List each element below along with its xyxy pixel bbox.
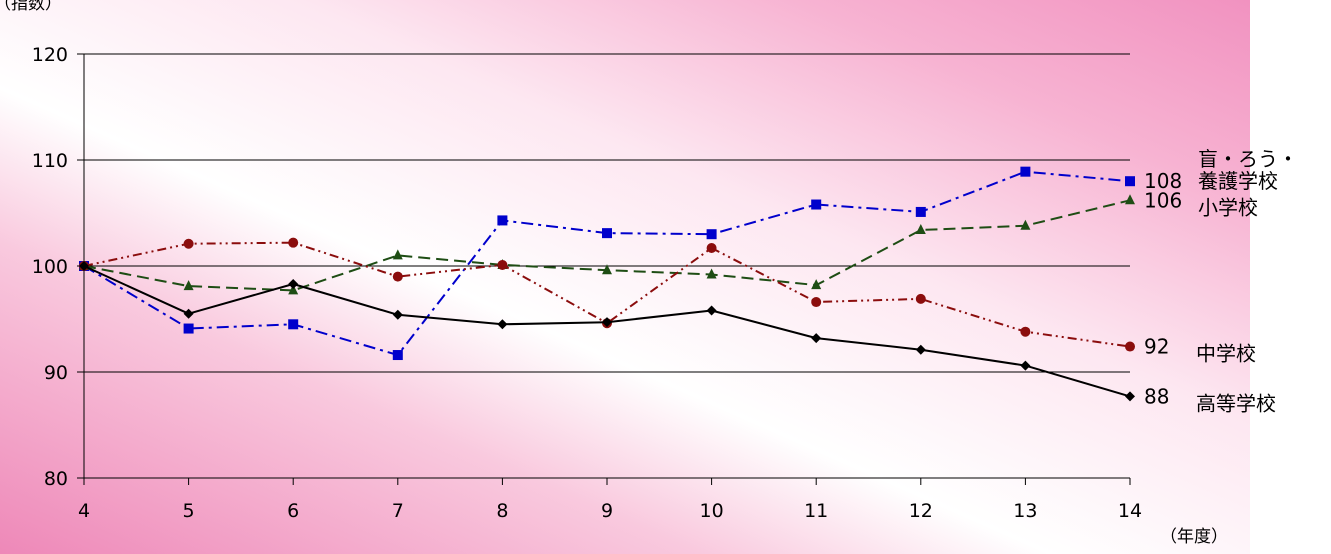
series-1 bbox=[79, 194, 1135, 295]
series-name-label: 高等学校 bbox=[1196, 391, 1276, 415]
series-line bbox=[83, 241, 1131, 348]
x-tick-label: 8 bbox=[496, 500, 508, 522]
end-value-label: 106 bbox=[1144, 188, 1182, 212]
data-point-diamond bbox=[79, 261, 89, 271]
data-point-diamond bbox=[706, 305, 717, 316]
x-tick-label: 7 bbox=[392, 500, 404, 522]
data-point-circle bbox=[915, 293, 926, 304]
data-point-square bbox=[497, 215, 508, 226]
data-point-triangle bbox=[392, 249, 403, 260]
series-name-label: 養護学校 bbox=[1198, 169, 1278, 193]
x-tick-label: 12 bbox=[909, 500, 933, 522]
y-tick-label: 90 bbox=[44, 362, 68, 384]
x-tick-label: 13 bbox=[1013, 500, 1037, 522]
data-point-diamond bbox=[915, 344, 926, 355]
data-point-triangle bbox=[1020, 219, 1031, 230]
data-point-triangle bbox=[183, 280, 194, 291]
y-axis-unit-label: （指数） bbox=[0, 0, 62, 14]
plot-background bbox=[0, 0, 1250, 554]
data-point-circle bbox=[183, 238, 194, 249]
data-point-triangle bbox=[288, 284, 299, 295]
data-point-triangle bbox=[602, 264, 612, 275]
x-tick-label: 10 bbox=[700, 500, 724, 522]
end-value-label: 92 bbox=[1144, 335, 1169, 359]
data-point-diamond bbox=[288, 279, 299, 290]
x-tick-label: 4 bbox=[78, 500, 90, 522]
data-point-square bbox=[1125, 176, 1135, 187]
data-point-circle bbox=[706, 242, 717, 253]
data-point-triangle bbox=[811, 279, 822, 290]
data-point-diamond bbox=[602, 317, 612, 328]
data-point-diamond bbox=[183, 308, 194, 319]
data-point-diamond bbox=[811, 333, 822, 344]
data-point-triangle bbox=[706, 268, 717, 279]
data-point-diamond bbox=[392, 309, 403, 320]
data-point-circle bbox=[497, 259, 508, 270]
y-tick-label: 100 bbox=[32, 256, 68, 278]
x-tick-label: 9 bbox=[601, 500, 613, 522]
x-tick-label: 14 bbox=[1118, 500, 1142, 522]
data-point-square bbox=[183, 323, 194, 334]
series-name-label: 中学校 bbox=[1196, 342, 1256, 366]
series-name-label: 盲・ろう・ bbox=[1198, 147, 1298, 171]
data-point-triangle bbox=[915, 223, 926, 234]
data-point-circle bbox=[1125, 341, 1135, 352]
data-point-diamond bbox=[1020, 360, 1031, 371]
x-axis-unit-label: （年度） bbox=[1160, 527, 1228, 547]
data-point-square bbox=[706, 229, 717, 240]
data-point-square bbox=[288, 319, 299, 330]
x-tick-label: 5 bbox=[183, 500, 195, 522]
data-point-circle bbox=[392, 271, 403, 282]
data-point-diamond bbox=[1125, 391, 1135, 402]
x-tick-label: 6 bbox=[287, 500, 299, 522]
data-point-square bbox=[1020, 166, 1031, 177]
y-tick-label: 120 bbox=[32, 44, 68, 66]
data-point-square bbox=[392, 350, 403, 361]
data-point-square bbox=[602, 228, 612, 239]
y-tick-label: 110 bbox=[32, 150, 68, 172]
end-value-label: 88 bbox=[1144, 384, 1169, 408]
series-name-label: 小学校 bbox=[1198, 195, 1258, 219]
data-point-circle bbox=[288, 237, 299, 248]
x-tick-label: 11 bbox=[804, 500, 828, 522]
data-point-circle bbox=[811, 297, 822, 308]
data-point-triangle bbox=[1125, 194, 1135, 205]
end-value-label: 108 bbox=[1144, 169, 1182, 193]
data-point-square bbox=[811, 199, 822, 210]
series-3 bbox=[79, 261, 1135, 402]
data-point-circle bbox=[1020, 326, 1031, 337]
data-point-diamond bbox=[497, 319, 508, 330]
data-point-square bbox=[915, 206, 926, 217]
y-tick-label: 80 bbox=[44, 468, 68, 490]
